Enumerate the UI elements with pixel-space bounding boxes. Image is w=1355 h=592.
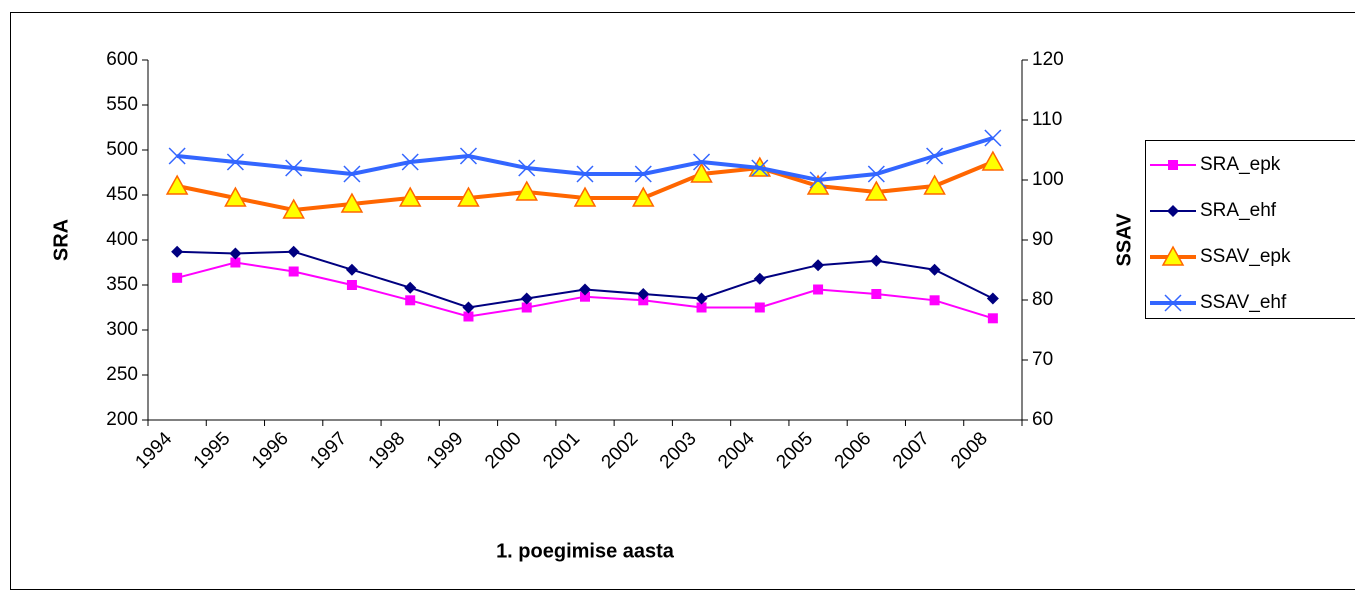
marker: [171, 245, 184, 258]
y2-axis-title: SSAV: [1113, 213, 1135, 267]
marker: [285, 159, 303, 177]
marker: [809, 171, 827, 189]
chart-border: [10, 12, 1355, 590]
y-tick-label: 200: [106, 409, 138, 430]
marker: [981, 150, 1005, 171]
legend-label: SSAV_epk: [1200, 246, 1291, 267]
marker: [984, 129, 1002, 147]
marker: [518, 159, 536, 177]
marker: [865, 180, 888, 201]
marker: [401, 153, 419, 171]
marker: [405, 295, 416, 306]
marker: [343, 165, 361, 183]
marker: [459, 147, 477, 165]
y2-tick-label: 70: [1032, 349, 1053, 370]
marker: [631, 186, 655, 207]
marker: [1161, 245, 1185, 266]
marker: [573, 186, 597, 207]
marker: [870, 254, 883, 267]
marker: [1168, 160, 1178, 170]
marker: [282, 198, 305, 219]
marker: [580, 291, 590, 302]
marker: [754, 302, 765, 313]
x-axis-title: 1. poegimise aasta: [496, 540, 675, 562]
y-tick-label: 500: [106, 139, 138, 160]
marker: [520, 292, 533, 305]
marker: [812, 259, 825, 272]
marker: [165, 174, 189, 195]
y-tick-label: 550: [106, 94, 138, 115]
marker: [230, 257, 241, 268]
y-tick-label: 450: [106, 184, 138, 205]
y-tick-label: 600: [106, 49, 138, 70]
marker: [346, 280, 357, 290]
legend-label: SSAV_ehf: [1200, 292, 1287, 313]
y2-tick-label: 110: [1032, 109, 1062, 130]
y-tick-label: 400: [106, 229, 138, 250]
marker: [923, 174, 946, 195]
marker: [693, 153, 711, 171]
marker: [226, 153, 244, 171]
marker: [345, 263, 358, 276]
y-tick-label: 300: [106, 319, 138, 340]
marker: [1164, 294, 1182, 312]
y2-tick-label: 100: [1032, 169, 1064, 190]
y-tick-label: 350: [106, 274, 138, 295]
marker: [172, 272, 183, 283]
marker: [579, 283, 591, 296]
marker: [695, 292, 708, 305]
marker: [638, 295, 649, 306]
marker: [637, 288, 650, 300]
marker: [340, 192, 364, 213]
marker: [288, 266, 299, 277]
marker: [751, 159, 769, 177]
marker: [521, 302, 532, 313]
marker: [224, 186, 247, 207]
marker: [463, 311, 474, 322]
y-tick-label: 250: [106, 364, 138, 385]
marker: [929, 295, 940, 306]
y2-tick-label: 120: [1032, 49, 1064, 70]
marker: [986, 292, 999, 305]
marker: [229, 247, 242, 260]
y2-tick-label: 80: [1032, 289, 1053, 310]
y2-tick-label: 60: [1032, 409, 1053, 430]
y2-tick-label: 90: [1032, 229, 1053, 250]
marker: [462, 301, 475, 314]
marker: [690, 162, 713, 183]
marker: [871, 289, 882, 299]
marker: [515, 180, 539, 201]
marker: [287, 245, 300, 258]
marker: [1167, 205, 1179, 217]
legend-box: [1145, 140, 1355, 319]
marker: [928, 263, 941, 276]
marker: [168, 147, 186, 165]
marker: [926, 147, 944, 165]
legend-label: SRA_epk: [1200, 154, 1281, 175]
marker: [987, 313, 998, 324]
marker: [398, 186, 422, 207]
y-axis-title: SRA: [50, 219, 72, 261]
marker: [813, 284, 824, 295]
marker: [696, 302, 707, 313]
marker: [404, 281, 417, 294]
marker: [634, 165, 652, 183]
marker: [576, 165, 594, 183]
marker: [457, 186, 480, 207]
marker: [867, 165, 885, 183]
marker: [753, 272, 766, 285]
legend-label: SRA_ehf: [1200, 200, 1277, 221]
